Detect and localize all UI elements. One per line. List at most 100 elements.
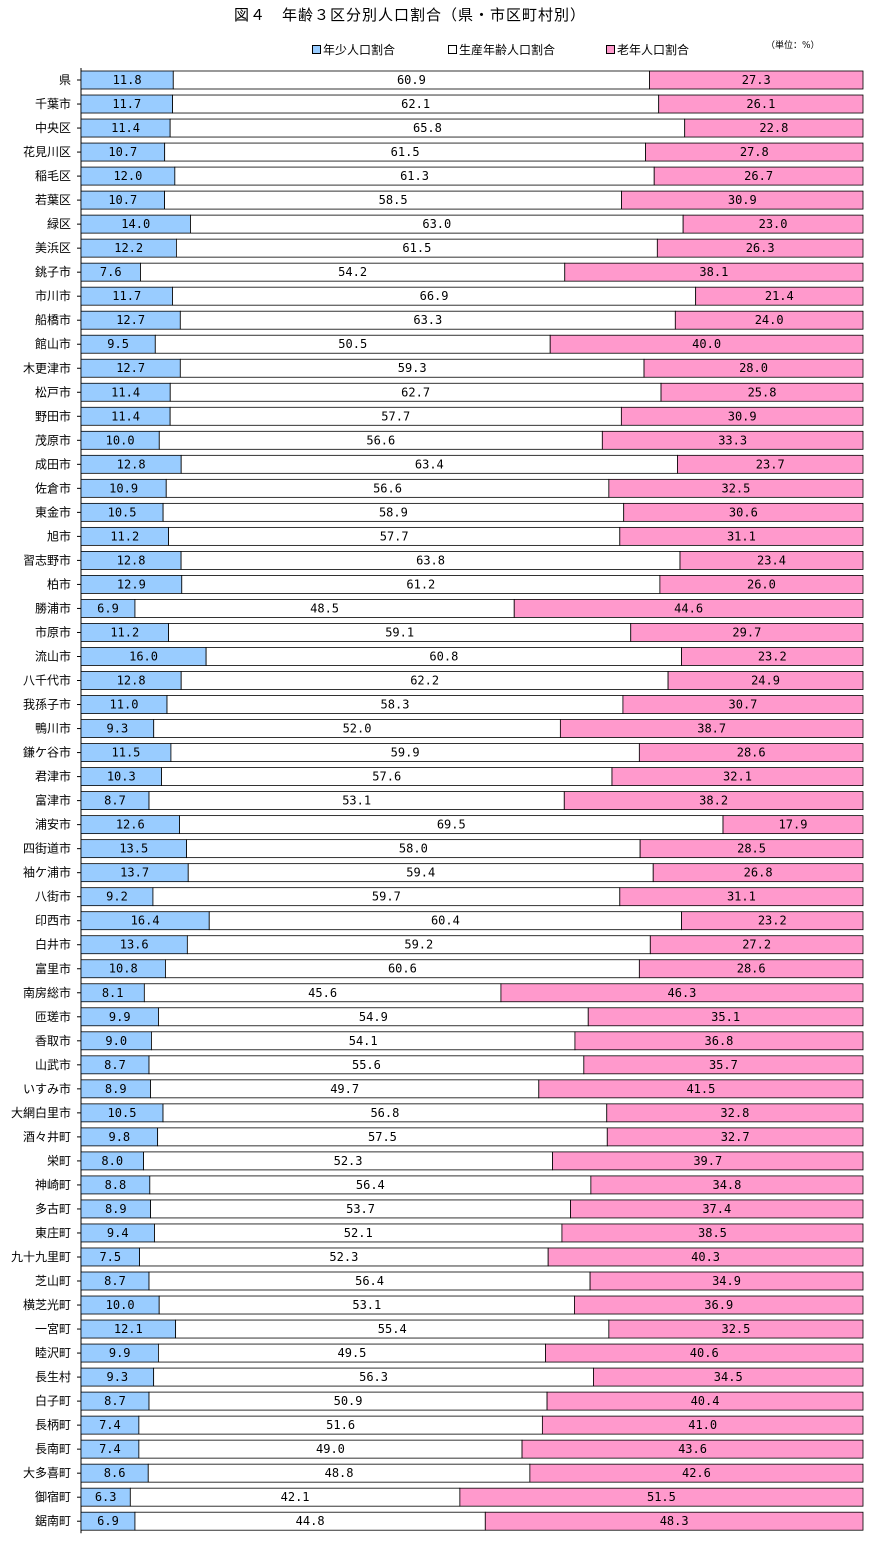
category-label: 稲毛区: [35, 169, 71, 183]
data-label-youth: 14.0: [121, 217, 150, 231]
data-label-youth: 8.8: [105, 1178, 127, 1192]
bar-segment-elderly: [589, 1271, 864, 1291]
data-label-youth: 10.0: [106, 1298, 135, 1312]
data-label-elderly: 21.4: [765, 289, 794, 303]
data-label-youth: 8.7: [104, 794, 126, 808]
data-label-elderly: 32.7: [721, 1130, 750, 1144]
data-label-elderly: 37.4: [702, 1202, 731, 1216]
legend-item-youth: 年少人口割合: [312, 42, 396, 57]
data-label-working-age: 59.7: [372, 890, 401, 904]
category-label: 大多喜町: [23, 1466, 71, 1480]
category-label: 東金市: [35, 504, 71, 519]
data-label-elderly: 30.9: [728, 193, 757, 207]
data-label-working-age: 59.2: [404, 938, 433, 952]
data-label-youth: 9.3: [107, 722, 129, 736]
category-label: 匝瑳市: [35, 1009, 71, 1024]
category-label: 八千代市: [23, 673, 71, 688]
bar-segment-elderly: [593, 1367, 864, 1387]
data-label-elderly: 41.5: [686, 1082, 715, 1096]
data-label-working-age: 53.7: [346, 1202, 375, 1216]
bar-segment-elderly: [622, 695, 864, 714]
data-label-elderly: 28.6: [737, 962, 766, 976]
category-label: 美浜区: [35, 241, 71, 255]
data-label-working-age: 51.6: [326, 1418, 355, 1432]
data-label-youth: 13.5: [119, 842, 148, 856]
data-label-working-age: 60.6: [388, 962, 417, 976]
data-label-youth: 8.6: [104, 1466, 126, 1480]
data-label-elderly: 35.1: [711, 1010, 740, 1024]
bar-segment-elderly: [529, 1463, 864, 1483]
data-label-elderly: 43.6: [678, 1442, 707, 1456]
bar-segment-elderly: [583, 1055, 864, 1075]
data-label-elderly: 22.8: [759, 121, 788, 135]
data-label-elderly: 32.5: [721, 481, 750, 495]
category-label: 四街道市: [23, 841, 71, 856]
data-label-elderly: 34.8: [712, 1178, 741, 1192]
category-label: 八街市: [35, 889, 71, 904]
bar-segment-elderly: [659, 575, 864, 594]
data-label-working-age: 61.2: [406, 577, 435, 591]
category-label: 館山市: [35, 336, 71, 351]
bar-segment-elderly: [649, 70, 864, 90]
category-label: 中央区: [35, 120, 71, 135]
data-label-working-age: 49.0: [316, 1442, 345, 1456]
bar-segment-elderly: [684, 118, 864, 138]
category-label: 市原市: [35, 624, 71, 639]
bar-segment-elderly: [608, 478, 864, 498]
data-label-working-age: 52.3: [334, 1154, 363, 1168]
data-label-working-age: 60.8: [429, 649, 458, 663]
bar-segment-elderly: [561, 1223, 864, 1243]
data-label-youth: 8.7: [104, 1274, 126, 1288]
data-label-elderly: 28.6: [737, 746, 766, 760]
data-label-youth: 10.5: [108, 505, 137, 519]
category-label: 木更津市: [23, 360, 71, 375]
data-label-working-age: 54.2: [338, 265, 367, 279]
data-label-working-age: 58.0: [399, 842, 428, 856]
category-label: 酒々井町: [23, 1130, 71, 1144]
bar-segment-elderly: [459, 1487, 864, 1507]
data-label-youth: 12.8: [117, 457, 146, 471]
data-label-elderly: 39.7: [693, 1154, 722, 1168]
category-label: 東庄町: [35, 1225, 71, 1240]
data-label-elderly: 27.3: [742, 73, 771, 87]
data-label-youth: 12.6: [116, 818, 145, 832]
data-label-youth: 9.0: [105, 1034, 127, 1048]
bar-segment-elderly: [645, 142, 864, 162]
data-label-elderly: 23.4: [757, 553, 786, 567]
data-label-elderly: 30.9: [728, 409, 757, 423]
bar-segment-elderly: [681, 911, 864, 931]
legend-label-working-age: 生産年齢人口割合: [459, 42, 556, 57]
data-label-working-age: 52.0: [343, 722, 372, 736]
bar-segment-elderly: [574, 1031, 864, 1051]
category-label: 鎌ケ谷市: [23, 745, 71, 760]
data-label-working-age: 55.6: [352, 1058, 381, 1072]
data-label-youth: 10.0: [106, 433, 135, 447]
bar-segment-elderly: [513, 599, 864, 618]
data-label-youth: 12.9: [117, 577, 146, 591]
category-label: 旭市: [47, 528, 71, 543]
category-label: 花見川区: [23, 144, 71, 159]
data-label-elderly: 51.5: [647, 1490, 676, 1504]
data-label-elderly: 30.6: [729, 505, 758, 519]
legend-swatch-elderly: [606, 44, 615, 54]
data-label-youth: 13.7: [120, 866, 149, 880]
data-label-working-age: 56.8: [370, 1106, 399, 1120]
data-label-elderly: 23.7: [756, 457, 785, 471]
bar-segment-elderly: [541, 1415, 864, 1435]
data-label-elderly: 38.7: [697, 722, 726, 736]
data-label-elderly: 34.5: [714, 1370, 743, 1384]
data-label-youth: 8.9: [105, 1082, 127, 1096]
data-label-working-age: 45.6: [308, 986, 337, 1000]
legend-label-youth: 年少人口割合: [323, 42, 396, 57]
category-label: 袖ケ浦市: [23, 865, 71, 880]
chart-title: 図４ 年齢３区分別人口割合（県・市区町村別）: [233, 6, 586, 24]
category-label: 芝山町: [35, 1273, 71, 1288]
unit-label: （単位：%）: [766, 41, 820, 51]
data-label-elderly: 31.1: [727, 529, 756, 543]
data-label-youth: 9.2: [106, 890, 128, 904]
category-label: 富津市: [35, 793, 71, 808]
bar-segment-elderly: [564, 262, 864, 282]
data-label-working-age: 56.6: [373, 481, 402, 495]
category-label: 勝浦市: [35, 600, 71, 615]
